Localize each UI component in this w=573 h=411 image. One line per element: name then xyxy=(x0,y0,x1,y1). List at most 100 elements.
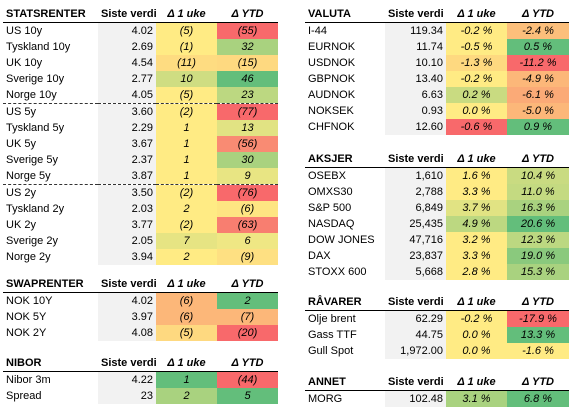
week-change: 7 xyxy=(156,233,217,249)
section-title: STATSRENTER xyxy=(3,5,98,23)
week-change: 3.2 % xyxy=(446,232,507,248)
week-change: 0.0 % xyxy=(446,343,507,359)
header-row: SWAPRENTER Siste verdi Δ 1 uke Δ YTD xyxy=(3,275,278,293)
row-label: Gull Spot xyxy=(308,345,354,357)
week-change: 3.1 % xyxy=(446,390,507,407)
last-value: 62.29 xyxy=(385,310,446,327)
row-label: STOXX 600 xyxy=(308,266,367,278)
ytd-change: (55) xyxy=(217,22,278,39)
last-value: 4.02 xyxy=(98,22,156,39)
ytd-change: (6) xyxy=(217,201,278,217)
ytd-change: -2.4 % xyxy=(507,22,569,39)
week-change: (6) xyxy=(156,309,217,325)
last-value: 102.48 xyxy=(385,390,446,407)
table-row: I-44 119.34 -0.2 % -2.4 % xyxy=(305,22,569,39)
ytd-change: -6.1 % xyxy=(507,87,569,103)
section-title: ANNET xyxy=(305,373,385,391)
row-label: Norge 5y xyxy=(3,168,98,185)
last-value: 4.02 xyxy=(98,292,156,309)
last-value: 3.67 xyxy=(98,136,156,152)
table-row: NOKSEK 0.93 0.0 % -5.0 % xyxy=(305,103,569,119)
ytd-change: (56) xyxy=(217,136,278,152)
ytd-change: 13.3 % xyxy=(507,327,569,343)
week-change: (5) xyxy=(156,325,217,341)
ytd-change: 23 xyxy=(217,87,278,104)
week-change: 0.2 % xyxy=(446,87,507,103)
ytd-change: -5.0 % xyxy=(507,103,569,119)
header-row: VALUTA Siste verdi Δ 1 uke Δ YTD xyxy=(305,5,569,23)
row-label: NOK 5Y xyxy=(6,311,47,323)
statsrenter-table: STATSRENTER Siste verdi Δ 1 uke Δ YTD US 10y… xyxy=(3,5,278,265)
last-value: 10.10 xyxy=(385,55,446,71)
table-row: GBPNOK 13.40 -0.2 % -4.9 % xyxy=(305,71,569,87)
row-label: DOW JONES xyxy=(308,234,375,246)
last-value: 0.93 xyxy=(385,103,446,119)
section-title: RÅVARER xyxy=(305,293,385,311)
last-value: 6.63 xyxy=(385,87,446,103)
col-header-week: Δ 1 uke xyxy=(156,275,217,293)
table-row: CHFNOK 12.60 -0.6 % 0.9 % xyxy=(305,119,569,135)
week-change: 1 xyxy=(156,168,217,185)
last-value: 4.22 xyxy=(98,371,156,388)
ytd-change: 20.6 % xyxy=(507,216,569,232)
col-header-week: Δ 1 uke xyxy=(446,150,507,168)
table-row: USDNOK 10.10 -1.3 % -11.2 % xyxy=(305,55,569,71)
table-row: US 5y 3.60 (2) (77) xyxy=(3,103,278,120)
table-row: Sverige 2y 2.05 7 6 xyxy=(3,233,278,249)
week-change: 0.0 % xyxy=(446,103,507,119)
week-change: 10 xyxy=(156,71,217,87)
ytd-change: -4.9 % xyxy=(507,71,569,87)
row-label: Nibor 3m xyxy=(6,374,51,386)
ytd-change: -1.6 % xyxy=(507,343,569,359)
row-label: NOK 2Y xyxy=(6,327,47,339)
ytd-change: 0.5 % xyxy=(507,39,569,55)
last-value: 2.05 xyxy=(98,233,156,249)
table-row: UK 5y 3.67 1 (56) xyxy=(3,136,278,152)
last-value: 23 xyxy=(98,388,156,404)
week-change: 1.6 % xyxy=(446,167,507,184)
ytd-change: 11.0 % xyxy=(507,184,569,200)
week-change: -0.2 % xyxy=(446,71,507,87)
row-label: Olje brent xyxy=(308,313,356,325)
table-row: Sverige 5y 2.37 1 30 xyxy=(3,152,278,168)
last-value: 1,610 xyxy=(385,167,446,184)
ytd-change: 46 xyxy=(217,71,278,87)
week-change: -0.2 % xyxy=(446,310,507,327)
table-row: DAX 23,837 3.3 % 19.0 % xyxy=(305,248,569,264)
table-row: UK 2y 3.77 (2) (63) xyxy=(3,217,278,233)
table-row: Olje brent 62.29 -0.2 % -17.9 % xyxy=(305,310,569,327)
last-value: 3.50 xyxy=(98,184,156,201)
row-label: CHFNOK xyxy=(308,121,355,133)
last-value: 5,668 xyxy=(385,264,446,280)
last-value: 25,435 xyxy=(385,216,446,232)
ytd-change: 6 xyxy=(217,233,278,249)
col-header-week: Δ 1 uke xyxy=(156,5,217,23)
last-value: 3.97 xyxy=(98,309,156,325)
ytd-change: 12.3 % xyxy=(507,232,569,248)
row-label: Sverige 5y xyxy=(6,154,58,166)
last-value: 2.77 xyxy=(98,71,156,87)
ytd-change: 0.9 % xyxy=(507,119,569,135)
last-value: 3.60 xyxy=(98,103,156,120)
table-row: NOK 2Y 4.08 (5) (20) xyxy=(3,325,278,341)
ytd-change: 32 xyxy=(217,39,278,55)
week-change: 1 xyxy=(156,120,217,136)
ytd-change: 15.3 % xyxy=(507,264,569,280)
week-change: -0.5 % xyxy=(446,39,507,55)
col-header-ytd: Δ YTD xyxy=(217,354,278,372)
annet-table: ANNET Siste verdi Δ 1 uke Δ YTD MORG 102.48 3.… xyxy=(305,373,569,407)
col-header-ytd: Δ YTD xyxy=(217,275,278,293)
row-label: NOKSEK xyxy=(308,105,354,117)
col-header-value: Siste verdi xyxy=(98,354,156,372)
row-label: GBPNOK xyxy=(308,73,356,85)
table-row: NASDAQ 25,435 4.9 % 20.6 % xyxy=(305,216,569,232)
ytd-change: (9) xyxy=(217,249,278,265)
ytd-change: (63) xyxy=(217,217,278,233)
ytd-change: 10.4 % xyxy=(507,167,569,184)
col-header-value: Siste verdi xyxy=(98,5,156,23)
row-label: Norge 2y xyxy=(6,251,51,263)
table-row: OMXS30 2,788 3.3 % 11.0 % xyxy=(305,184,569,200)
ytd-change: 30 xyxy=(217,152,278,168)
row-label: NOK 10Y xyxy=(6,295,53,307)
last-value: 2.03 xyxy=(98,201,156,217)
